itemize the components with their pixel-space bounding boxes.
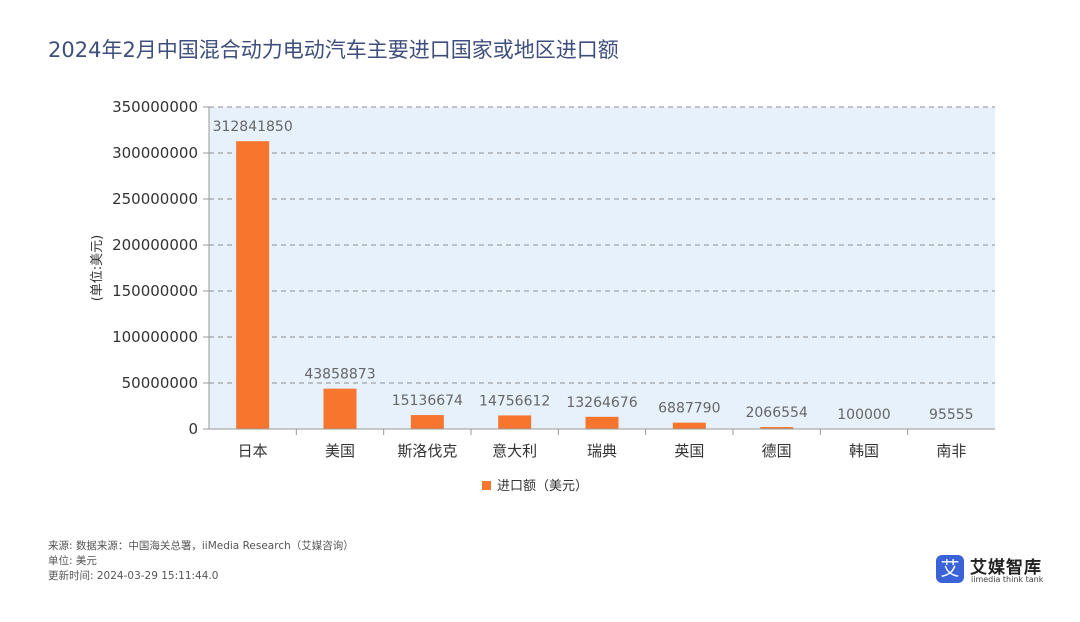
x-tick-label: 瑞典 (587, 442, 617, 460)
gridlines (209, 106, 995, 384)
x-axis-ticks: 日本 美国 斯洛伐克 意大利 瑞典 英国 德国 韩国 南非 (238, 429, 966, 460)
x-tick-label: 斯洛伐克 (397, 442, 457, 460)
bar[interactable] (236, 141, 270, 430)
y-tick-label: 100000000 (112, 328, 198, 346)
bar-value-label: 6887790 (658, 401, 720, 417)
x-tick-label: 韩国 (849, 442, 879, 460)
y-tick-label: 300000000 (112, 144, 198, 162)
bar-value-label: 43858873 (304, 367, 375, 383)
bar[interactable] (760, 427, 794, 429)
bar[interactable] (323, 388, 357, 429)
footer-source: 来源: 数据来源：中国海关总署，iiMedia Research（艾媒咨询） (48, 540, 354, 552)
footer-updated: 更新时间: 2024-03-29 15:11:44.0 (48, 570, 219, 582)
bar-value-label: 312841850 (213, 119, 293, 135)
data-labels: 312841850 43858873 15136674 14756612 1326467… (213, 119, 974, 423)
bar[interactable] (410, 415, 444, 429)
logo-subtitle: iimedia think tank (971, 575, 1044, 584)
y-tick-label: 0 (188, 420, 198, 438)
logo-name: 艾媒智库 (970, 558, 1042, 578)
footer: 来源: 数据来源：中国海关总署，iiMedia Research（艾媒咨询） 单… (48, 539, 368, 584)
bar[interactable] (585, 416, 619, 429)
bar-value-label: 13264676 (566, 395, 637, 411)
legend[interactable]: 进口额（美元） (482, 479, 588, 494)
y-tick-label: 250000000 (112, 190, 198, 208)
y-tick-label: 350000000 (112, 98, 198, 116)
bar[interactable] (672, 422, 706, 429)
y-tick-label: 150000000 (112, 282, 198, 300)
x-tick-label: 意大利 (492, 442, 537, 460)
footer-unit: 单位: 美元 (48, 555, 97, 567)
x-tick-label: 英国 (674, 442, 704, 460)
x-tick-label: 美国 (325, 442, 355, 460)
x-tick-label: 日本 (238, 442, 268, 460)
bar-value-label: 2066554 (745, 405, 807, 421)
bar-value-label: 100000 (837, 407, 890, 423)
bar[interactable] (498, 415, 532, 429)
bar-chart: 312841850 43858873 15136674 14756612 1326467… (90, 98, 995, 494)
bar-value-label: 15136674 (392, 393, 463, 409)
bar-value-label: 14756612 (479, 393, 550, 409)
legend-label: 进口额（美元） (497, 479, 588, 494)
bars (236, 141, 968, 430)
plot-area (209, 107, 995, 429)
y-tick-label: 50000000 (122, 374, 198, 392)
y-tick-label: 200000000 (112, 236, 198, 254)
bar-value-label: 95555 (929, 407, 974, 423)
x-tick-label: 德国 (762, 442, 792, 460)
brand-logo: 艾 艾媒智库 iimedia think tank (936, 553, 1066, 585)
ai-badge-icon: 艾 (936, 555, 964, 583)
y-axis-label: (单位:美元) (90, 235, 105, 302)
legend-swatch (482, 481, 491, 490)
x-tick-label: 南非 (936, 442, 966, 460)
chart-title: 2024年2月中国混合动力电动汽车主要进口国家或地区进口额 (48, 38, 619, 62)
y-axis-ticks: 0 50000000 100000000 150000000 200000000 2500… (112, 98, 209, 438)
